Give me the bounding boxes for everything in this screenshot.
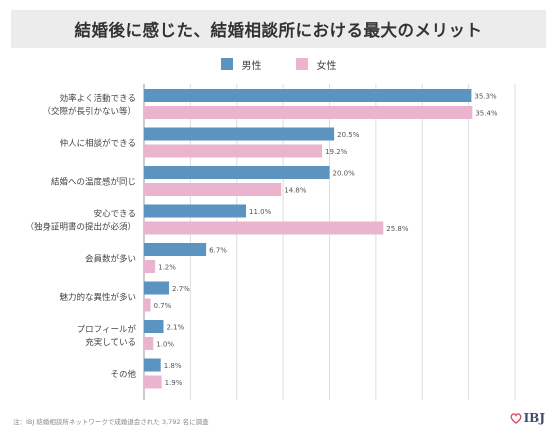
data-label: 1.8% — [164, 362, 182, 370]
ibj-logo: IBJ — [510, 411, 545, 425]
data-label: 11.0% — [249, 208, 272, 216]
data-label: 20.0% — [333, 170, 356, 178]
bar-male — [144, 281, 170, 295]
category-label: その他 — [110, 369, 136, 380]
category-label: 仲人に相談ができる — [60, 138, 136, 149]
bar-male — [144, 320, 164, 333]
footnote: 注：IBJ 結婚相談所ネットワークで成婚退会された 3,792 名に調査 — [13, 418, 209, 426]
bar-female — [144, 144, 323, 158]
legend-swatch-female — [295, 58, 308, 70]
bar-male — [144, 358, 161, 372]
legend-label-female: 女性 — [316, 60, 337, 72]
data-label: 25.8% — [386, 225, 409, 233]
bar-female — [144, 221, 384, 235]
bar-male — [144, 166, 330, 179]
data-label: 0.7% — [153, 302, 171, 310]
legend-label-male: 男性 — [241, 60, 262, 72]
category-label: 充実している — [85, 337, 136, 348]
legend-item-female: 女性 — [295, 57, 337, 72]
bar-female — [144, 260, 156, 273]
data-label: 2.7% — [172, 285, 190, 293]
heart-icon — [510, 413, 521, 424]
category-label: 会員数が多い — [85, 254, 136, 265]
data-label: 2.1% — [166, 324, 184, 332]
logo-text: IBJ — [523, 411, 545, 425]
category-label: 結婚への温度感が同じ — [51, 177, 136, 188]
data-label: 20.5% — [337, 131, 360, 139]
category-label: （交際が長引かない等） — [42, 106, 136, 117]
data-label: 35.4% — [475, 110, 498, 118]
category-label: （独身証明書の提出が必須） — [25, 222, 136, 233]
bar-female — [144, 298, 151, 312]
bar-male — [144, 89, 472, 102]
data-label: 14.8% — [284, 187, 307, 195]
legend: 男性 女性 — [0, 56, 557, 72]
bar-female — [144, 106, 473, 119]
data-label: 19.2% — [325, 148, 348, 156]
category-label: 魅力的な異性が多い — [59, 292, 136, 303]
bar-chart: 35.3% 35.4% 効率よく活動できる （交際が長引かない等） 20.5% 19.2%… — [25, 84, 516, 400]
bar-female — [144, 183, 282, 196]
data-label: 1.9% — [165, 379, 183, 387]
category-label: プロフィールが — [77, 324, 137, 335]
title-banner: 結婚後に感じた、結婚相談所における最大のメリット — [11, 10, 546, 48]
bar-female — [144, 375, 162, 389]
category-label: 効率よく活動できる — [60, 93, 136, 104]
category-label: 安心できる — [94, 209, 136, 220]
chart-title: 結婚後に感じた、結婚相談所における最大のメリット — [74, 21, 483, 40]
data-label: 35.3% — [474, 93, 497, 101]
data-label: 1.2% — [158, 264, 176, 272]
bar-male — [144, 127, 335, 141]
legend-swatch-male — [220, 58, 233, 70]
bar-male — [144, 243, 207, 256]
data-label: 1.0% — [156, 341, 174, 349]
bar-male — [144, 204, 247, 218]
legend-item-male: 男性 — [220, 57, 262, 72]
bar-female — [144, 337, 154, 350]
data-label: 6.7% — [209, 247, 227, 255]
